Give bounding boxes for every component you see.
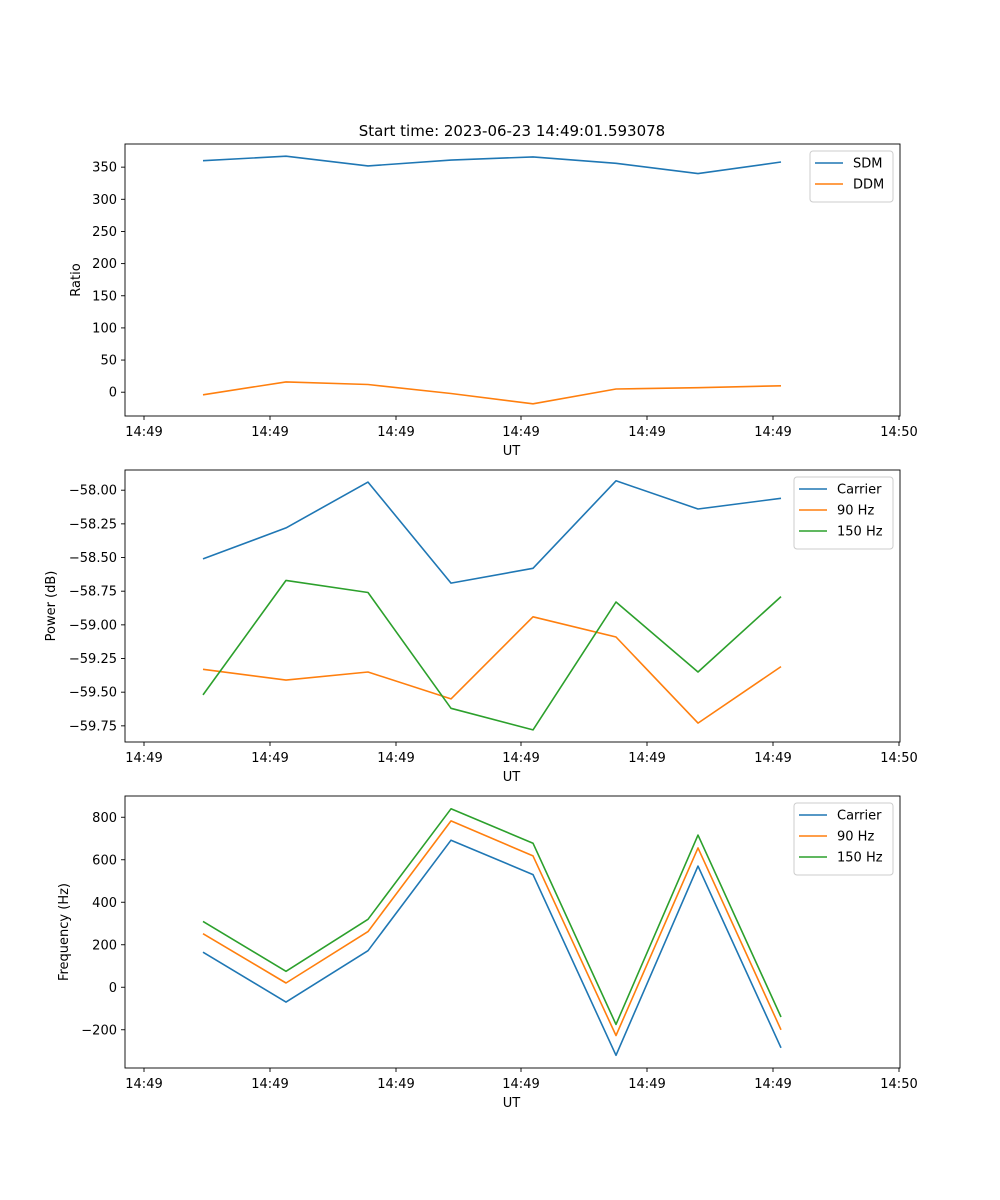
x-tick-label: 14:50	[880, 425, 917, 440]
chart-panel-2: −59.75 −59.50 −59.25 −59.00 −58.75 −58.50 −58.…	[44, 469, 918, 785]
x-tick-label: 14:49	[251, 1077, 288, 1092]
legend: Carrier 90 Hz 150 Hz	[793, 802, 894, 876]
y-tick-label: −58.00	[69, 484, 117, 499]
y-tick-label: −58.75	[69, 585, 117, 600]
x-tick-label: 14:50	[880, 751, 917, 766]
legend: Carrier 90 Hz 150 Hz	[793, 476, 894, 550]
y-tick-label: 50	[100, 354, 117, 369]
y-tick-label: 300	[92, 193, 117, 208]
y-tick-label: 350	[92, 161, 117, 176]
x-tick-label: 14:49	[502, 425, 539, 440]
x-axis-label: UT	[503, 1096, 521, 1111]
chart-panel-1: 0 50 100 150 200 250 300 350 14:49 14:49 14:49 14:4…	[69, 143, 918, 459]
y-tick-label: 0	[109, 386, 117, 401]
x-tick-label: 14:49	[125, 1077, 162, 1092]
x-tick-label: 14:49	[377, 751, 414, 766]
legend: SDM DDM	[809, 150, 894, 203]
legend-label-sdm: SDM	[853, 157, 882, 172]
x-axis-label: UT	[503, 444, 521, 459]
x-tick-label: 14:49	[377, 1077, 414, 1092]
y-tick-label: 200	[92, 257, 117, 272]
y-tick-label: −59.50	[69, 686, 117, 701]
y-axis-label: Frequency (Hz)	[57, 883, 72, 981]
legend-label-150-hz: 150 Hz	[837, 525, 883, 540]
y-tick-label: −58.25	[69, 517, 117, 532]
x-tick-label: 14:49	[754, 1077, 791, 1092]
series-line-carrier	[202, 839, 782, 1057]
y-tick-label: 250	[92, 225, 117, 240]
series-line-90-hz	[202, 615, 782, 724]
y-axis-label: Ratio	[69, 263, 84, 296]
x-tick-label: 14:49	[502, 751, 539, 766]
y-tick-label: −59.25	[69, 652, 117, 667]
legend-label-ddm: DDM	[853, 178, 884, 193]
x-tick-label: 14:49	[628, 1077, 665, 1092]
series-line-carrier	[202, 479, 782, 584]
y-axis-label: Power (dB)	[44, 571, 59, 642]
x-tick-label: 14:49	[754, 751, 791, 766]
axes-frame	[124, 469, 901, 743]
x-tick-label: 14:49	[502, 1077, 539, 1092]
y-tick-label: 200	[92, 938, 117, 953]
x-tick-label: 14:49	[628, 751, 665, 766]
y-tick-label: 400	[92, 896, 117, 911]
legend-label-carrier: Carrier	[837, 809, 882, 824]
y-tick-label: −200	[81, 1023, 117, 1038]
y-tick-label: 150	[92, 289, 117, 304]
x-axis-label: UT	[503, 770, 521, 785]
series-line-ddm	[202, 381, 782, 405]
x-tick-label: 14:49	[125, 751, 162, 766]
y-tick-label: 0	[109, 981, 117, 996]
series-line-90-hz	[202, 820, 782, 1037]
legend-label-150-hz: 150 Hz	[837, 851, 883, 866]
y-tick-label: −59.75	[69, 719, 117, 734]
y-tick-label: 800	[92, 811, 117, 826]
chart-panel-3: −200 0 200 400 600 800 14:49 14:49 14:49 14:49 14:…	[57, 795, 918, 1111]
series-line-150-hz	[202, 807, 782, 1026]
y-tick-label: −59.00	[69, 618, 117, 633]
x-tick-label: 14:50	[880, 1077, 917, 1092]
legend-label-90-hz: 90 Hz	[837, 830, 874, 845]
y-tick-label: −58.50	[69, 551, 117, 566]
series-line-150-hz	[202, 579, 782, 731]
y-tick-label: 600	[92, 853, 117, 868]
x-tick-label: 14:49	[125, 425, 162, 440]
x-tick-label: 14:49	[628, 425, 665, 440]
x-tick-label: 14:49	[251, 425, 288, 440]
y-tick-label: 100	[92, 321, 117, 336]
series-line-sdm	[202, 155, 782, 175]
x-tick-label: 14:49	[754, 425, 791, 440]
x-tick-label: 14:49	[377, 425, 414, 440]
panels: 0 50 100 150 200 250 300 350 14:49 14:49 14:49 14:4…	[44, 143, 918, 1111]
axes-frame	[124, 143, 901, 417]
axes-frame	[124, 795, 901, 1069]
legend-label-90-hz: 90 Hz	[837, 504, 874, 519]
x-tick-label: 14:49	[251, 751, 288, 766]
figure-title: Start time: 2023-06-23 14:49:01.593078	[359, 122, 665, 140]
legend-label-carrier: Carrier	[837, 483, 882, 498]
